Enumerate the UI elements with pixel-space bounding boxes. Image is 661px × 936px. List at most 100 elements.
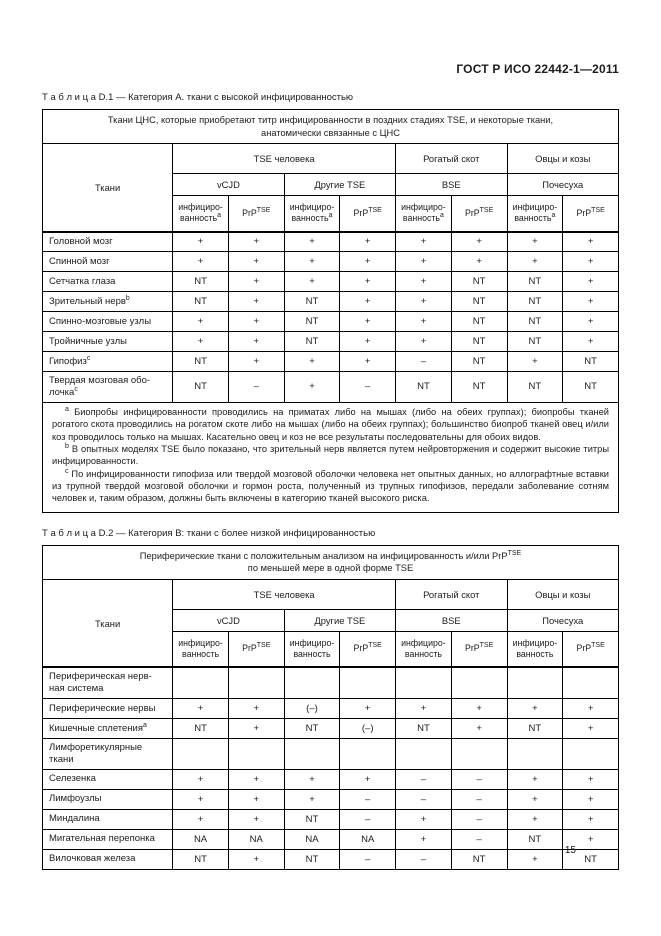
col-header-prp: PrPTSE <box>562 630 619 669</box>
table-row: Зрительный нервb NT + NT + + NT NT + <box>41 291 619 313</box>
value-cell: + <box>506 351 564 373</box>
col-subgroup-other-tse: Другие TSE <box>283 608 397 632</box>
table-d2-body: Периферическая нерв- ная система Перифери… <box>41 666 619 870</box>
value-cell: + <box>506 251 564 273</box>
value-cell: + <box>395 828 452 850</box>
prp-superscript: TSE <box>368 642 382 650</box>
value-cell <box>283 738 341 770</box>
col-header-infectivity: инфициро- ванность <box>506 630 564 669</box>
value-cell: + <box>395 698 452 720</box>
tissue-label: Миндалина <box>41 808 174 830</box>
table-d2-group-header-row: Ткани TSE человека Рогатый скот Овцы и к… <box>41 578 619 669</box>
value-cell: + <box>506 848 564 870</box>
value-cell: NT <box>172 848 229 870</box>
value-cell: – <box>450 828 508 850</box>
value-cell: + <box>283 768 341 790</box>
col-group-tse-human: TSE человека <box>172 143 397 175</box>
value-cell: + <box>395 808 452 830</box>
value-cell <box>339 738 397 770</box>
value-cell: – <box>450 808 508 830</box>
footnote-marker: a <box>217 212 222 220</box>
prp-superscript: TSE <box>256 642 271 650</box>
value-cell: NT <box>172 718 229 740</box>
table-row: Вилочковая железа NT + NT – – NT + NT <box>41 848 619 870</box>
value-cell: + <box>339 271 397 293</box>
table-row: Периферическая нерв- ная система <box>41 666 619 700</box>
value-cell: – <box>395 788 452 810</box>
table-row: Периферические нервы + + (–) + + + + + <box>41 698 619 720</box>
table-d2-caption: Т а б л и ц а D.2 — Категория В: ткани с… <box>42 527 376 539</box>
value-cell: + <box>339 698 397 720</box>
value-cell: + <box>450 718 508 740</box>
prp-superscript: TSE <box>507 549 522 557</box>
infectivity-label: инфициро- ванность <box>401 201 446 224</box>
value-cell <box>172 666 229 700</box>
prp-label: PrP <box>353 643 369 654</box>
value-cell: + <box>339 768 397 790</box>
col-subgroup-scrapie: Почесуха <box>506 173 619 197</box>
footnote-marker: a <box>440 212 444 220</box>
value-cell: NA <box>172 828 229 850</box>
value-cell: NT <box>395 718 452 740</box>
value-cell: + <box>227 251 285 273</box>
footnote-b: b В опытных моделях TSE было показано, ч… <box>52 443 609 468</box>
col-header-infectivity: инфициро- ванностьa <box>283 195 341 233</box>
value-cell: + <box>172 808 229 830</box>
infectivity-label: инфициро- ванность <box>289 201 335 224</box>
tissue-label: Периферическая нерв- ная система <box>41 666 174 700</box>
value-cell: + <box>339 311 397 333</box>
value-cell: NT <box>562 371 619 403</box>
value-cell <box>395 738 452 770</box>
table-d2: Периферические ткани с положительным ана… <box>41 544 619 870</box>
value-cell <box>172 738 229 770</box>
value-cell: + <box>172 331 229 353</box>
value-cell: + <box>395 231 452 253</box>
value-cell: NT <box>395 371 452 403</box>
value-cell: + <box>562 231 619 253</box>
value-cell: + <box>227 848 285 870</box>
tissue-label: Твердая мозговая обо- лочкаc <box>41 371 174 403</box>
value-cell: NT <box>450 311 508 333</box>
value-cell: NT <box>506 271 564 293</box>
value-cell <box>450 666 508 700</box>
col-subgroup-bse: BSE <box>395 608 508 632</box>
infectivity-label: инфициро- ванность <box>401 637 446 660</box>
value-cell: + <box>227 271 285 293</box>
value-cell: NT <box>506 291 564 313</box>
tissue-label: Зрительный нервb <box>41 291 174 313</box>
col-header-infectivity: инфициро- ванность <box>172 630 229 669</box>
table-row: Головной мозг + + + + + + + + <box>41 231 619 253</box>
value-cell: + <box>506 808 564 830</box>
value-cell <box>227 738 285 770</box>
value-cell: + <box>562 311 619 333</box>
value-cell: – <box>395 768 452 790</box>
col-header-tissues: Ткани <box>41 143 174 233</box>
value-cell: NT <box>172 291 229 313</box>
footnote-marker: a <box>328 212 333 220</box>
value-cell: (–) <box>283 698 341 720</box>
value-cell: + <box>283 788 341 810</box>
footnote-b-text: В опытных моделях TSE было показано, что… <box>52 443 609 467</box>
table-row: Миндалина + + NT – + – + + <box>41 808 619 830</box>
value-cell: + <box>506 768 564 790</box>
table-d1-footnotes: a Биопробы инфицированности проводились … <box>42 401 619 513</box>
prp-label: PrP <box>464 207 480 218</box>
value-cell: – <box>339 371 397 403</box>
prp-label: PrP <box>242 207 257 218</box>
value-cell: + <box>227 291 285 313</box>
col-header-infectivity: инфициро- ванностьa <box>395 195 452 233</box>
value-cell: NT <box>562 351 619 373</box>
table-row: Тройничные узлы + + NT + + NT NT + <box>41 331 619 353</box>
table-d1-footnotes-row: a Биопробы инфицированности проводились … <box>42 401 619 513</box>
value-cell: + <box>395 251 452 273</box>
tissue-label: Лимфоретикулярные ткани <box>41 738 174 770</box>
tissue-label: Гипофизc <box>41 351 174 373</box>
tissue-label: Лимфоузлы <box>41 788 174 810</box>
value-cell: NA <box>283 828 341 850</box>
document-code-header: ГОСТ Р ИСО 22442-1—2011 <box>456 62 619 76</box>
value-cell: + <box>227 788 285 810</box>
page-number: 15 <box>564 845 576 856</box>
value-cell <box>562 666 619 700</box>
prp-superscript: TSE <box>256 206 271 214</box>
value-cell <box>562 738 619 770</box>
